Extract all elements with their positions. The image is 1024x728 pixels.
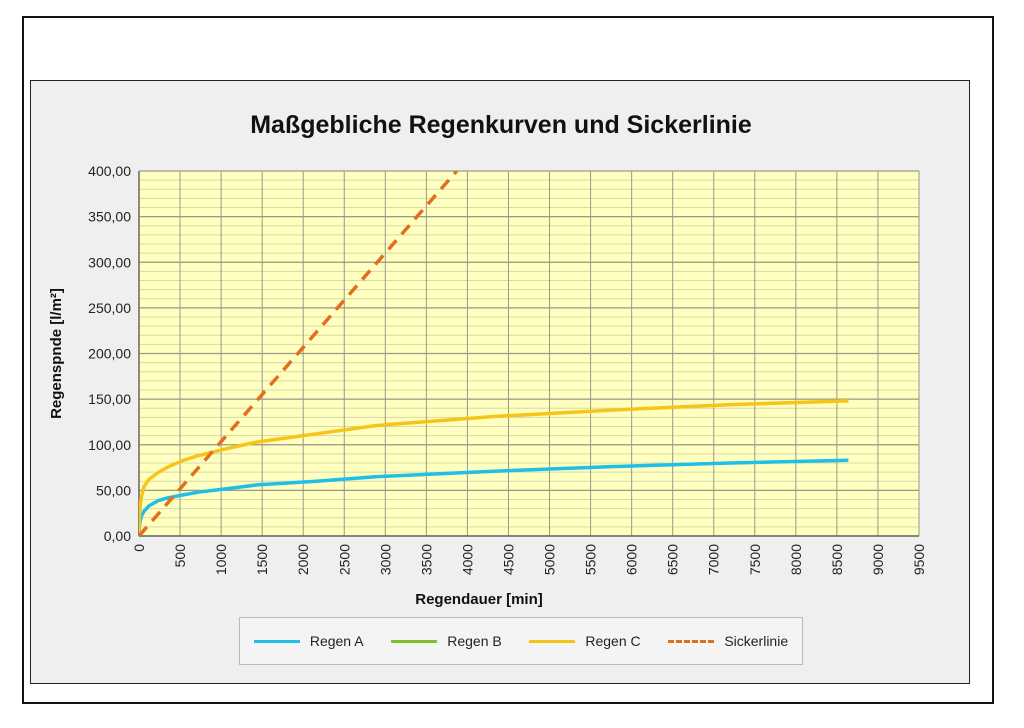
x-tick-label: 7000 — [706, 544, 722, 575]
y-tick-label: 400,00 — [88, 163, 131, 179]
series-line-regen-c — [139, 399, 849, 536]
y-tick-label: 350,00 — [88, 209, 131, 225]
x-tick-label: 8000 — [788, 544, 804, 575]
y-tick-label: 150,00 — [88, 391, 131, 407]
x-tick-label: 2500 — [336, 544, 352, 575]
legend-label-sickerlinie: Sickerlinie — [724, 633, 789, 649]
legend-label-regen-a: Regen A — [309, 633, 364, 649]
series-line-sickerlinie — [139, 171, 459, 536]
legend-item-regen-a: Regen A — [253, 633, 364, 649]
x-tick-label: 1500 — [254, 544, 270, 575]
legend-swatch-sickerlinie — [668, 639, 715, 643]
x-tick-label: 7500 — [747, 544, 763, 575]
x-tick-label: 6000 — [624, 544, 640, 575]
legend-item-sickerlinie: Sickerlinie — [668, 633, 788, 649]
y-tick-label: 250,00 — [88, 300, 131, 316]
x-axis-label: Regendauer [min] — [415, 591, 543, 608]
y-tick-label: 200,00 — [88, 346, 131, 362]
x-tick-label: 0 — [131, 544, 147, 552]
y-tick-label: 100,00 — [88, 437, 131, 453]
legend-label-regen-b: Regen B — [447, 633, 502, 649]
plot-svg: 0,00 50,00 100,00 150,00 200,00 250,00 300,00 3… — [48, 163, 927, 608]
chart-title: Maßgebliche Regenkurven und Sickerlinie — [250, 111, 752, 139]
legend: Regen A Regen B Regen C Sickerlinie — [239, 617, 803, 665]
x-tick-label: 5000 — [542, 544, 558, 575]
x-tick-label: 1000 — [213, 544, 229, 575]
x-tick-label: 9500 — [911, 544, 927, 575]
x-tick-label: 3500 — [418, 544, 434, 575]
x-tick-label: 9000 — [870, 544, 886, 575]
legend-item-regen-c: Regen C — [529, 633, 641, 649]
x-tick-label: 8500 — [829, 544, 845, 575]
legend-item-regen-b: Regen B — [391, 633, 502, 649]
series-line-regen-a — [139, 458, 849, 536]
x-tick-label: 3000 — [377, 544, 393, 575]
legend-swatch-regen-b — [391, 639, 438, 643]
legend-swatch-regen-c — [529, 639, 576, 643]
x-tick-label: 500 — [172, 544, 188, 568]
y-tick-label: 0,00 — [104, 528, 131, 544]
x-tick-label: 6500 — [665, 544, 681, 575]
x-tick-label: 4500 — [500, 544, 516, 575]
x-tick-label: 5500 — [583, 544, 599, 575]
y-axis-label: Regenspnde [l/m²] — [48, 288, 65, 419]
y-tick-label: 300,00 — [88, 254, 131, 270]
y-tick-label: 50,00 — [96, 482, 131, 498]
legend-swatch-regen-a — [253, 639, 300, 643]
legend-label-regen-c: Regen C — [585, 633, 641, 649]
x-tick-label: 4000 — [459, 544, 475, 575]
x-tick-label: 2000 — [295, 544, 311, 575]
chart-area: Maßgebliche Regenkurven und Sickerlinie … — [30, 80, 970, 684]
